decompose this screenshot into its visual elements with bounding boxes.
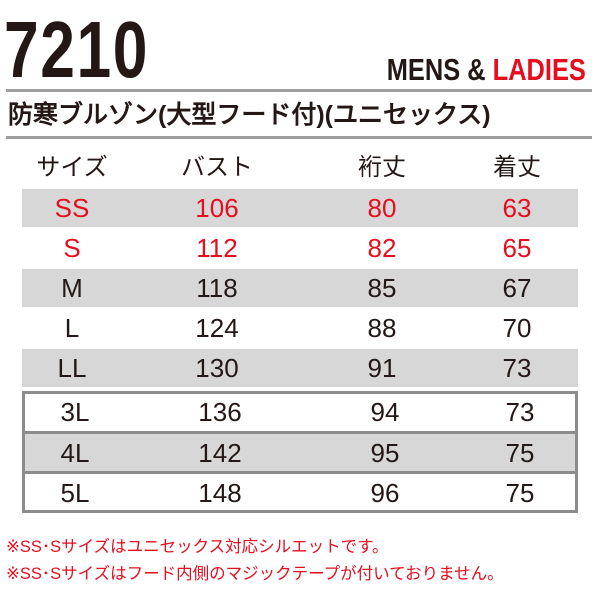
cell-bust: 112 (196, 233, 238, 263)
cell-size: 4L (60, 438, 90, 468)
cell-sleeve: 96 (370, 478, 400, 508)
cell-sleeve: 95 (370, 438, 400, 468)
header-length: 着丈 (493, 154, 541, 181)
cell-length: 75 (505, 438, 535, 468)
cell-sleeve: 91 (367, 353, 397, 383)
cell-sleeve: 88 (367, 313, 397, 343)
cell-length: 65 (502, 233, 532, 263)
cell-size: 3L (60, 397, 90, 427)
table-row: SS 106 80 63 (22, 189, 578, 227)
ladies-label: LADIES (492, 52, 586, 87)
row-separator (25, 431, 575, 434)
cell-size: S (63, 233, 81, 263)
cell-length: 73 (505, 397, 535, 427)
mens-label: MENS & (386, 52, 486, 87)
cell-size: LL (57, 353, 87, 383)
large-sizes-box (22, 391, 578, 513)
cell-bust: 148 (198, 478, 242, 508)
table-row: 4L 142 95 75 (25, 434, 575, 471)
table-row: M 118 85 67 (22, 269, 578, 307)
cell-sleeve: 82 (367, 233, 397, 263)
cell-sleeve: 94 (370, 397, 400, 427)
table-row: 3L 136 94 73 (25, 393, 575, 431)
cell-bust: 106 (195, 193, 239, 223)
cell-bust: 118 (196, 273, 238, 303)
cell-bust: 124 (195, 313, 239, 343)
cell-length: 63 (502, 193, 532, 223)
header-size: サイズ (36, 154, 108, 181)
divider-top (6, 89, 592, 92)
cell-size: SS (54, 193, 90, 223)
cell-size: 5L (60, 478, 90, 508)
table-row: L 124 88 70 (22, 309, 578, 347)
cell-size: L (64, 313, 80, 343)
cell-length: 67 (502, 273, 532, 303)
cell-size: M (61, 273, 83, 303)
note-velcro: ※SS･Sサイズはフード内側のマジックテープが付いておりません。 (6, 565, 504, 583)
table-header: サイズ バスト 裄丈 着丈 (22, 149, 578, 187)
cell-sleeve: 85 (367, 273, 397, 303)
cell-bust: 130 (195, 353, 239, 383)
gender-label: MENS & LADIES (387, 53, 586, 87)
cell-bust: 142 (198, 438, 242, 468)
divider-bottom (6, 136, 592, 139)
cell-sleeve: 80 (367, 193, 397, 223)
table-row: S 112 82 65 (22, 229, 578, 267)
note-unisex: ※SS･Sサイズはユニセックス対応シルエットです。 (6, 538, 389, 556)
row-separator (25, 471, 575, 474)
header-sleeve: 裄丈 (358, 154, 406, 181)
header-bust: バスト (181, 154, 253, 181)
table-row: LL 130 91 73 (22, 349, 578, 387)
cell-length: 70 (502, 313, 532, 343)
product-name: 防寒ブルゾン(大型フード付)(ユニセックス) (8, 101, 491, 129)
cell-bust: 136 (198, 397, 242, 427)
model-number: 7210 (4, 5, 150, 94)
cell-length: 73 (502, 353, 532, 383)
cell-length: 75 (505, 478, 535, 508)
table-row: 5L 148 96 75 (25, 474, 575, 512)
